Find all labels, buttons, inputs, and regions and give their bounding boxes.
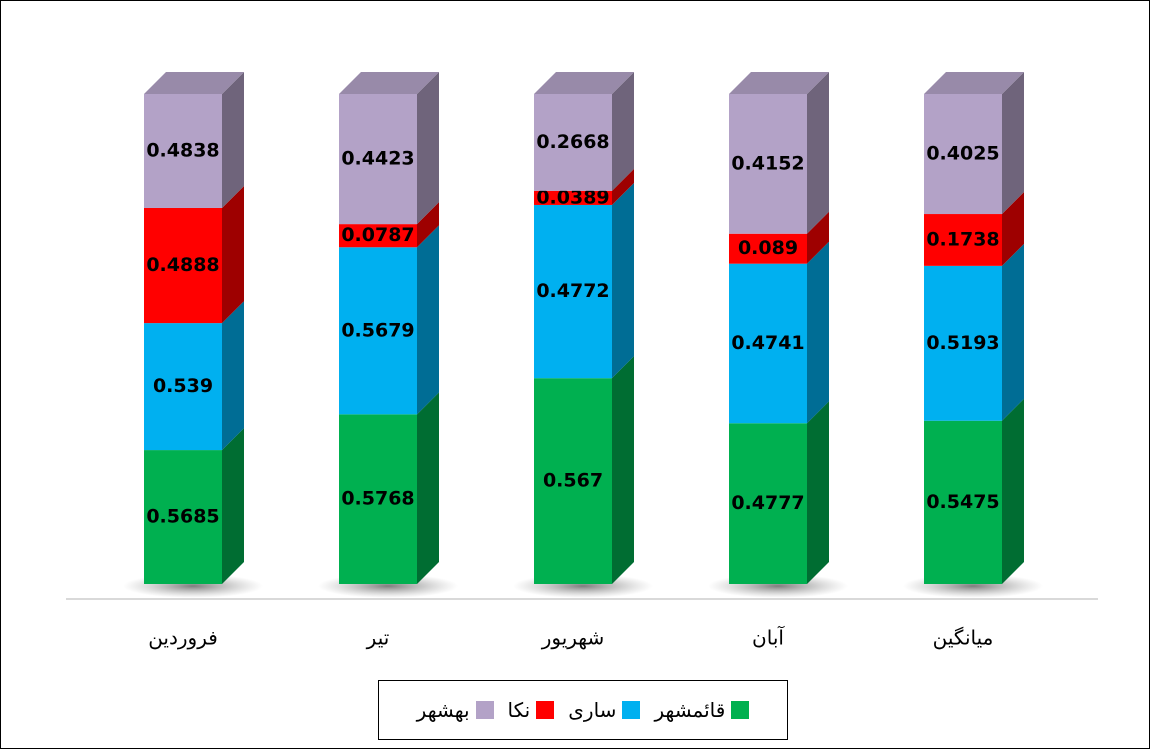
value-label: 0.0787 [341,224,414,246]
legend-swatch [622,701,641,719]
bar-side [222,428,244,584]
x-tick-label: شهریور [541,626,605,650]
bar-side [1002,398,1024,584]
bar-side [807,211,829,264]
bar-side [417,392,439,584]
bar-top [924,72,1024,94]
bar-side [807,72,829,234]
bar [144,450,222,584]
bar [144,323,222,451]
bar-side [1002,72,1024,215]
value-label: 0.5768 [341,488,414,510]
bar [924,420,1002,584]
bar [144,207,222,324]
bar-side [807,401,829,584]
value-label: 0.5685 [146,506,219,528]
bar-side [417,202,439,248]
bar [729,233,807,264]
value-label: 0.4423 [341,148,414,170]
legend-label: نکا [507,698,531,722]
bar-top [729,72,829,94]
bar-side [612,356,634,584]
bar-side [612,72,634,191]
legend-item: ساری [568,698,641,722]
legend-item: نکا [508,698,555,722]
bar-side [222,72,244,208]
bar [924,214,1002,266]
bar-top [339,72,439,94]
bar [339,94,417,225]
value-label: 0.089 [738,237,798,259]
value-label: 0.4888 [146,254,219,276]
bar-side [222,301,244,451]
x-tick-label: تیر [366,626,390,650]
bar [729,94,807,234]
x-tick-label: میانگین [933,626,994,650]
legend-label: قائمشهر [654,698,726,722]
legend-label: ساری [568,698,617,722]
bar [339,224,417,248]
x-tick-label: آبان [752,625,785,650]
legend: قائمشهر ساری نکا بهشهر [378,680,788,740]
bar-side [612,168,634,205]
bar-top [534,72,634,94]
bar-side [612,182,634,379]
legend-item: قائمشهر [654,698,750,722]
legend-label: بهشهر [416,698,470,722]
bar-side [1002,192,1024,266]
value-label: 0.5475 [926,491,999,513]
bar [534,94,612,191]
bar-side [417,225,439,415]
value-label: 0.0389 [536,186,609,208]
bar-top [144,72,244,94]
value-label: 0.567 [543,470,603,492]
value-label: 0.2668 [536,131,609,153]
value-label: 0.4838 [146,139,219,161]
value-label: 0.1738 [926,228,999,250]
value-label: 0.4741 [731,332,804,354]
legend-swatch [475,701,494,719]
value-label: 0.4777 [731,492,804,514]
value-label: 0.4772 [536,280,609,302]
bar-side [807,241,829,424]
bar [729,423,807,584]
bar [924,265,1002,421]
bar-side [222,185,244,324]
value-label: 0.5193 [926,332,999,354]
bar [534,190,612,205]
bar [534,378,612,584]
x-tick-label: فروردین [148,626,218,650]
plot: 0.5685 0.539 0.4888 0.4838 فروردین 0.5768 0.56… [66,72,1098,650]
bar [144,94,222,208]
bar [924,94,1002,215]
bar-side [417,72,439,225]
bar [339,247,417,415]
value-label: 0.539 [153,375,213,397]
legend-item: بهشهر [417,698,494,722]
bar [339,414,417,584]
legend-swatch [731,701,750,719]
value-label: 0.4152 [731,152,804,174]
value-label: 0.4025 [926,143,999,165]
bar [729,263,807,424]
bar-side [1002,243,1024,421]
bar [534,204,612,379]
value-label: 0.5679 [341,319,414,341]
legend-swatch [536,701,555,719]
